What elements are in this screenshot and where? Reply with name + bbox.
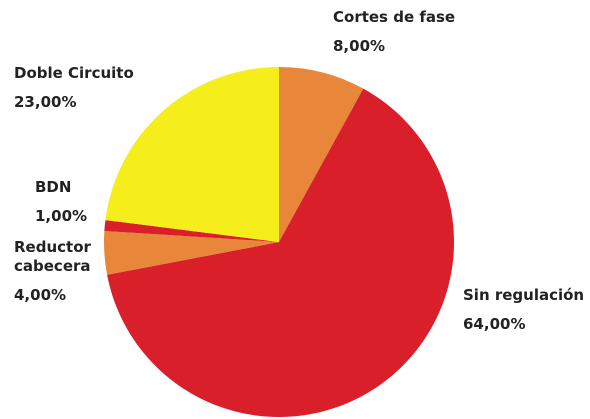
slice-label: Sin regulación 64,00%: [463, 286, 584, 334]
pie-slice: [104, 231, 279, 275]
category-label: Cortes de fase: [333, 8, 456, 26]
category-label: BDN: [35, 178, 72, 196]
value-label: 23,00%: [14, 93, 77, 111]
slice-label: BDN 1,00%: [35, 178, 87, 226]
pie-slice: [107, 88, 454, 418]
category-label: Sin regulación: [463, 286, 585, 304]
slice-label: Cortes de fase 8,00%: [333, 8, 455, 56]
value-label: 64,00%: [463, 315, 526, 333]
value-label: 4,00%: [14, 286, 67, 304]
slice-label: Doble Circuito 23,00%: [14, 64, 134, 112]
category-label: Reductor cabecera: [14, 238, 91, 275]
pie-slice: [279, 67, 364, 242]
value-label: 1,00%: [35, 207, 88, 225]
value-label: 8,00%: [333, 37, 386, 55]
pie-slice: [104, 220, 279, 242]
category-label: Doble Circuito: [14, 64, 134, 82]
slice-label: Reductor cabecera 4,00%: [14, 238, 104, 305]
pie-slice: [105, 67, 279, 242]
